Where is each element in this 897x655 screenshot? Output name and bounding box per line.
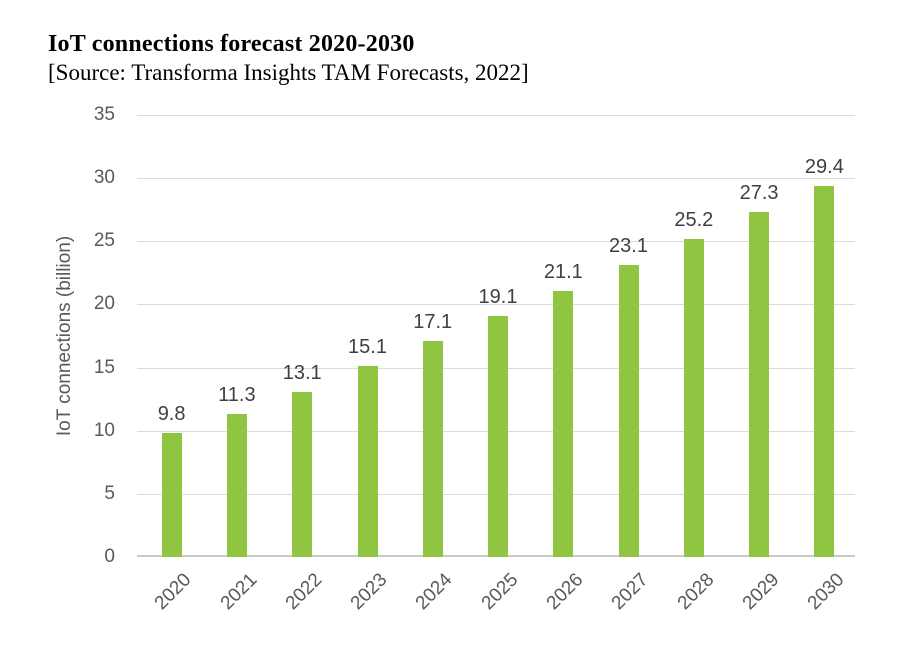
bar-2023	[357, 366, 378, 557]
bar-value-label-2022: 13.1	[282, 361, 322, 384]
bar-2021	[226, 414, 247, 557]
gridline-y-35	[137, 115, 855, 116]
x-tick-label-2023: 2023	[346, 569, 392, 615]
bar-value-label-2026: 21.1	[543, 260, 583, 283]
x-tick-label-2028: 2028	[673, 569, 718, 615]
chart-header: IoT connections forecast 2020-2030 [Sour…	[48, 30, 529, 87]
bar-2024	[422, 341, 443, 557]
bar-value-label-2020: 9.8	[157, 403, 186, 426]
x-tick-label-2026: 2026	[542, 569, 588, 615]
gridline-y-20	[137, 304, 855, 306]
plot-area: 9.8 11.3 13.1 15.1 17.1 19.1 21.1 23.1 25.2 27.3 2…	[137, 115, 855, 557]
chart-source-subtitle: [Source: Transforma Insights TAM Forecas…	[48, 60, 529, 85]
bar-2027	[618, 265, 639, 557]
bar-2025	[488, 315, 508, 557]
gridline-y-30	[137, 178, 855, 180]
y-tick-label-5: 5	[104, 482, 115, 504]
bar-value-label-2024: 17.1	[413, 311, 453, 334]
x-tick-label-2022: 2022	[281, 569, 327, 615]
gridline-y-25	[137, 241, 855, 243]
bar-value-label-2025: 19.1	[478, 285, 518, 308]
x-tick-label-2029: 2029	[738, 569, 784, 615]
bar-2022	[292, 391, 313, 557]
x-tick-label-2021: 2021	[216, 569, 262, 615]
y-tick-label-20: 20	[93, 293, 115, 315]
bar-2020	[161, 433, 182, 557]
x-tick-label-2027: 2027	[607, 569, 653, 615]
chart-title: IoT connections forecast 2020-2030	[48, 31, 415, 57]
bar-value-label-2028: 25.2	[674, 208, 714, 231]
bar-value-label-2030: 29.4	[804, 155, 844, 178]
y-axis-title: IoT connections (billion)	[54, 235, 75, 437]
y-tick-label-35: 35	[93, 104, 115, 125]
y-tick-label-30: 30	[93, 167, 115, 189]
bar-2029	[749, 212, 770, 557]
x-tick-label-2025: 2025	[477, 569, 523, 615]
x-tick-label-2024: 2024	[412, 569, 457, 615]
bar-2030	[814, 185, 835, 557]
bar-value-label-2029: 27.3	[739, 182, 779, 205]
x-tick-label-2030: 2030	[803, 569, 849, 615]
y-tick-label-25: 25	[93, 230, 115, 252]
bar-2026	[553, 290, 574, 557]
x-tick-label-2020: 2020	[151, 569, 196, 615]
y-tick-label-10: 10	[93, 419, 115, 441]
bar-value-label-2023: 15.1	[348, 336, 387, 359]
y-tick-label-15: 15	[93, 356, 115, 378]
bar-value-label-2027: 23.1	[609, 235, 648, 258]
bar-value-label-2021: 11.3	[218, 384, 256, 407]
y-tick-label-0: 0	[104, 546, 115, 567]
bar-2028	[683, 238, 704, 557]
